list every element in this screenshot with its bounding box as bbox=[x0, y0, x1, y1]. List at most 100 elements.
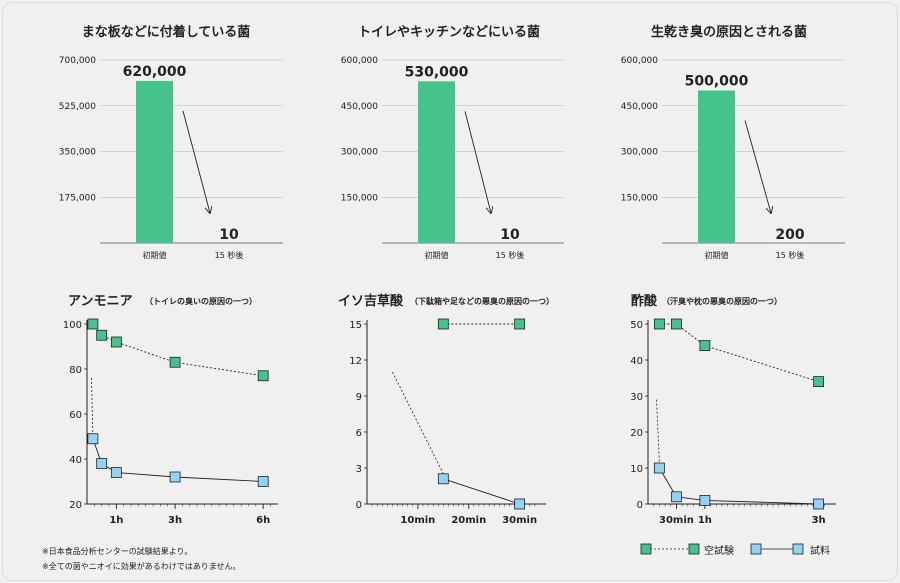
legend-sample-marker-right bbox=[792, 543, 804, 555]
bar-chart-2-title: トイレやキッチンなどにいる菌 bbox=[358, 24, 540, 40]
line-chart-2-ytick-3: 9 bbox=[356, 392, 362, 403]
line-chart-3-series-sample-point-3 bbox=[813, 498, 825, 510]
line-chart-2-xtick-0: 10min bbox=[400, 515, 435, 526]
line-chart-1-series-blank-point-4 bbox=[257, 370, 269, 382]
bar-chart-1-title: まな板などに付着している菌 bbox=[82, 24, 251, 40]
bar-chart-3-value-label-0: 500,000 bbox=[685, 74, 749, 90]
line-chart-1-ytick-3: 80 bbox=[69, 365, 82, 376]
line-chart-2-series-blank-point-1 bbox=[514, 318, 526, 330]
line-chart-1-ytick-0: 20 bbox=[69, 500, 82, 511]
line-chart-3-series-sample-point-1 bbox=[671, 491, 682, 503]
line-chart-1-series-blank-point-1 bbox=[96, 329, 108, 341]
legend: 空試験 試料 bbox=[640, 540, 880, 560]
line-chart-1-drop-connector bbox=[91, 377, 94, 434]
line-chart-3-ytick-2: 20 bbox=[630, 428, 643, 439]
line-chart-3-series-sample-line bbox=[659, 467, 819, 505]
bar-chart-1-value-label-0: 620,000 bbox=[123, 64, 187, 80]
footnote-1: ※日本食品分析センターの試験結果より。 bbox=[42, 547, 193, 556]
line-chart-3-ytick-4: 40 bbox=[630, 356, 643, 367]
line-chart-3-xtick-0: 30min bbox=[659, 515, 694, 526]
bar-chart-1-ytick-1: 350,000 bbox=[59, 148, 96, 158]
footnote-2: ※全ての菌やニオイに効果があるわけではありません。 bbox=[42, 562, 241, 571]
line-chart-3-series-blank-point-3 bbox=[813, 376, 825, 388]
line-chart-1-xtick-0: 1h bbox=[109, 515, 123, 526]
bar-chart-1-bar-0 bbox=[136, 80, 173, 244]
line-chart-1-title: アンモニア bbox=[68, 294, 132, 309]
line-chart-1-ytick-1: 40 bbox=[69, 455, 82, 466]
legend-blank-marker-right bbox=[688, 543, 700, 555]
line-chart-1-series-sample-point-3 bbox=[169, 471, 181, 483]
line-chart-2-ytick-0: 0 bbox=[356, 500, 362, 511]
line-chart-2-title: イソ吉草酸 bbox=[338, 293, 404, 309]
line-chart-3-xtick-2: 3h bbox=[812, 515, 826, 526]
bar-chart-1-ytick-0: 175,000 bbox=[59, 193, 96, 203]
line-chart-2-ytick-1: 3 bbox=[356, 464, 362, 475]
line-chart-2-series-sample-line bbox=[443, 478, 520, 505]
line-chart-3-series-sample-point-0 bbox=[653, 462, 665, 474]
line-chart-3-ytick-3: 30 bbox=[630, 392, 643, 403]
bar-chart-3-ytick-0: 150,000 bbox=[621, 193, 658, 203]
bar-chart-3-arrow bbox=[744, 120, 771, 214]
line-chart-3-xtick-1: 1h bbox=[698, 515, 712, 526]
line-chart-1-series-sample-point-4 bbox=[257, 476, 269, 487]
line-chart-3-ytick-0: 0 bbox=[637, 500, 643, 511]
bar-chart-1-category-0: 初期値 bbox=[143, 250, 167, 260]
line-chart-1-series-blank-line bbox=[92, 323, 264, 377]
bar-chart-1-category-1: 15 秒後 bbox=[215, 250, 244, 260]
bar-chart-2-category-0: 初期値 bbox=[425, 250, 449, 260]
line-chart-1-xtick-1: 3h bbox=[168, 515, 182, 526]
line-chart-3-series-blank-point-1 bbox=[671, 318, 682, 330]
bar-chart-1-value-label-1: 10 bbox=[219, 227, 239, 243]
line-chart-1-series-sample-point-0 bbox=[87, 433, 99, 445]
line-chart-2-series-blank-point-0 bbox=[437, 318, 449, 330]
line-chart-2-ytick-4: 12 bbox=[349, 356, 362, 367]
bar-chart-3-value-label-1: 200 bbox=[775, 227, 804, 243]
bar-chart-1-arrow bbox=[182, 110, 210, 213]
line-chart-3-title: 酢酸 bbox=[631, 293, 658, 309]
bar-chart-3-title: 生乾き臭の原因とされる菌 bbox=[651, 24, 807, 40]
legend-blank-label: 空試験 bbox=[704, 546, 734, 557]
line-chart-1-ytick-4: 100 bbox=[63, 320, 82, 331]
line-chart-1-series-sample-point-2 bbox=[110, 467, 122, 478]
bar-chart-3-ytick-1: 300,000 bbox=[621, 148, 658, 158]
line-chart-1-series-blank-point-2 bbox=[110, 336, 122, 348]
bar-chart-2-ytick-1: 300,000 bbox=[341, 148, 378, 158]
bar-chart-1-ytick-2: 525,000 bbox=[59, 102, 96, 112]
bar-chart-1-ytick-3: 700,000 bbox=[59, 56, 96, 66]
legend-graphics bbox=[640, 543, 804, 555]
bar-chart-2-value-label-1: 10 bbox=[500, 227, 520, 243]
footnotes: ※日本食品分析センターの試験結果より。 ※全ての菌やニオイに効果があるわけではあ… bbox=[42, 544, 240, 574]
line-chart-3-series-blank-point-2 bbox=[699, 340, 711, 352]
bar-chart-2-ytick-2: 450,000 bbox=[341, 102, 378, 112]
bar-chart-3-category-0: 初期値 bbox=[705, 250, 729, 260]
line-chart-1-series-blank-point-3 bbox=[169, 356, 181, 368]
line-chart-3-series-sample-point-2 bbox=[699, 494, 711, 506]
bar-chart-2-ytick-3: 600,000 bbox=[341, 56, 378, 66]
legend-sample-label: 試料 bbox=[810, 546, 830, 557]
line-chart-2-drop-connector bbox=[392, 371, 444, 474]
line-chart-3-ytick-5: 50 bbox=[630, 320, 643, 331]
bar-chart-2-arrow bbox=[464, 111, 491, 213]
line-chart-1-subtitle: （トイレの臭いの原因の一つ） bbox=[145, 296, 257, 306]
bar-chart-2-category-1: 15 秒後 bbox=[496, 250, 525, 260]
line-chart-3-ytick-1: 10 bbox=[630, 464, 643, 475]
line-chart-2-series-sample-point-0 bbox=[437, 473, 449, 485]
line-chart-2-ytick-2: 6 bbox=[356, 428, 362, 439]
bar-chart-2-ytick-0: 150,000 bbox=[341, 193, 378, 203]
line-chart-3-series-blank-line bbox=[659, 323, 819, 383]
line-chart-3-subtitle: （汗臭や枕の悪臭の原因の一つ） bbox=[662, 296, 782, 306]
bar-chart-2-bar-0 bbox=[418, 81, 455, 243]
line-chart-1-series-blank-point-0 bbox=[87, 318, 99, 330]
legend-blank-marker-left bbox=[640, 543, 652, 555]
legend-sample-marker-left bbox=[750, 543, 762, 555]
line-chart-3-drop-connector bbox=[656, 399, 660, 464]
line-chart-2-xtick-2: 30min bbox=[502, 515, 537, 526]
bar-chart-3-ytick-2: 450,000 bbox=[621, 102, 658, 112]
line-chart-1-series-sample-point-1 bbox=[96, 458, 108, 469]
line-chart-2-ytick-5: 15 bbox=[349, 320, 362, 331]
bar-chart-3-category-1: 15 秒後 bbox=[776, 250, 805, 260]
bar-chart-2-value-label-0: 530,000 bbox=[405, 64, 469, 80]
line-chart-1-ytick-2: 60 bbox=[69, 410, 82, 421]
